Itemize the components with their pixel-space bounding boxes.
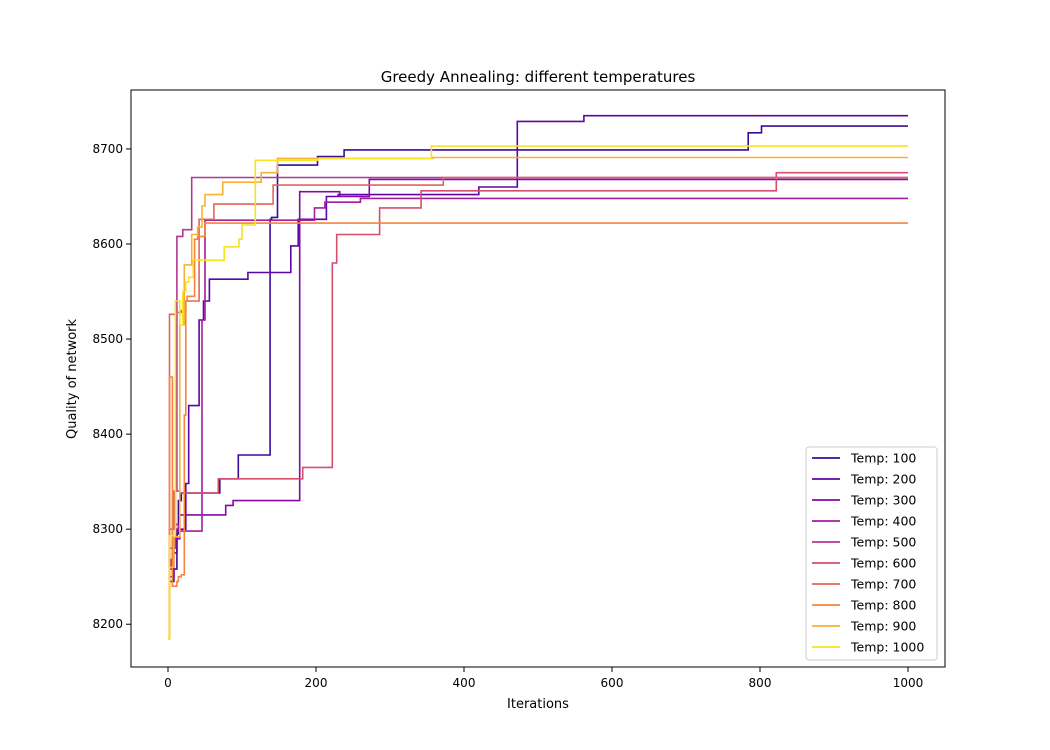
x-tick-label: 800 [749, 676, 772, 690]
x-tick-label: 200 [305, 676, 328, 690]
axes-frame [130, 89, 946, 668]
legend-entry: Temp: 800 [850, 598, 916, 613]
y-axis: 8200 8300 8400 8500 8600 8700 [92, 142, 131, 631]
y-tick-label: 8500 [92, 332, 123, 346]
legend: Temp: 100 Temp: 200 Temp: 300 Temp: 400 Temp… [805, 446, 938, 661]
series-line-7 [168, 176, 908, 640]
x-tick-label: 400 [453, 676, 476, 690]
y-tick-label: 8300 [92, 522, 123, 536]
legend-entry: Temp: 100 [850, 451, 916, 466]
y-tick-label: 8700 [92, 142, 123, 156]
x-axis-label: Iterations [507, 697, 569, 712]
legend-entry: Temp: 700 [850, 577, 916, 592]
legend-entry: Temp: 500 [850, 535, 916, 550]
y-tick-label: 8600 [92, 237, 123, 251]
x-tick-label: 1000 [893, 676, 924, 690]
x-tick-label: 600 [601, 676, 624, 690]
plot-area [168, 114, 908, 640]
y-tick-label: 8400 [92, 427, 123, 441]
legend-entry: Temp: 600 [850, 556, 916, 571]
series-line-10 [168, 145, 908, 640]
series-line-8 [168, 222, 908, 640]
series-line-9 [168, 156, 908, 640]
legend-entry: Temp: 300 [850, 493, 916, 508]
legend-entry: Temp: 900 [850, 619, 916, 634]
chart-title: Greedy Annealing: different temperatures [381, 68, 696, 86]
x-axis: 0 200 400 600 800 1000 [164, 667, 923, 690]
x-tick-label: 0 [164, 676, 172, 690]
y-tick-label: 8200 [92, 617, 123, 631]
y-axis-label: Quality of network [65, 319, 80, 440]
series-line-6 [168, 171, 908, 640]
legend-entry: Temp: 1000 [850, 640, 924, 655]
legend-entry: Temp: 200 [850, 472, 916, 487]
legend-entry: Temp: 400 [850, 514, 916, 529]
